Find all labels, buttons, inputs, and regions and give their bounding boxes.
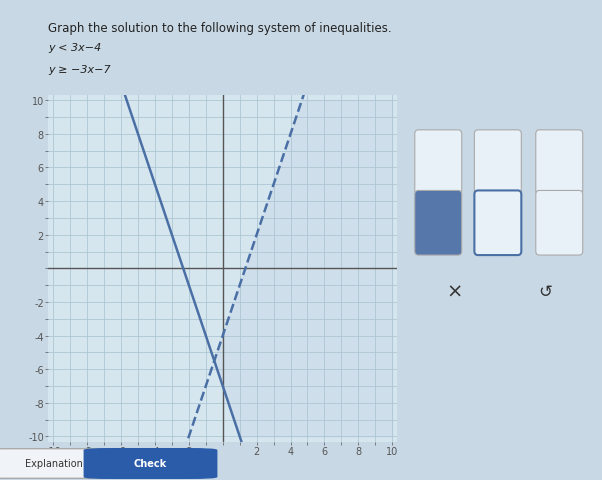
Text: ×: × [446, 282, 463, 301]
Text: Check: Check [134, 458, 167, 468]
Text: Graph the solution to the following system of inequalities.: Graph the solution to the following syst… [48, 22, 392, 35]
FancyBboxPatch shape [536, 131, 583, 195]
FancyBboxPatch shape [474, 191, 521, 255]
FancyBboxPatch shape [474, 131, 521, 195]
FancyBboxPatch shape [0, 449, 132, 478]
FancyBboxPatch shape [84, 449, 217, 478]
Text: y ≥ −3x−7: y ≥ −3x−7 [48, 65, 111, 75]
Text: y < 3x−4: y < 3x−4 [48, 43, 101, 53]
FancyBboxPatch shape [536, 191, 583, 255]
Text: Explanation: Explanation [25, 458, 83, 468]
FancyBboxPatch shape [415, 131, 462, 195]
FancyBboxPatch shape [415, 191, 462, 255]
Text: ↺: ↺ [538, 283, 552, 301]
